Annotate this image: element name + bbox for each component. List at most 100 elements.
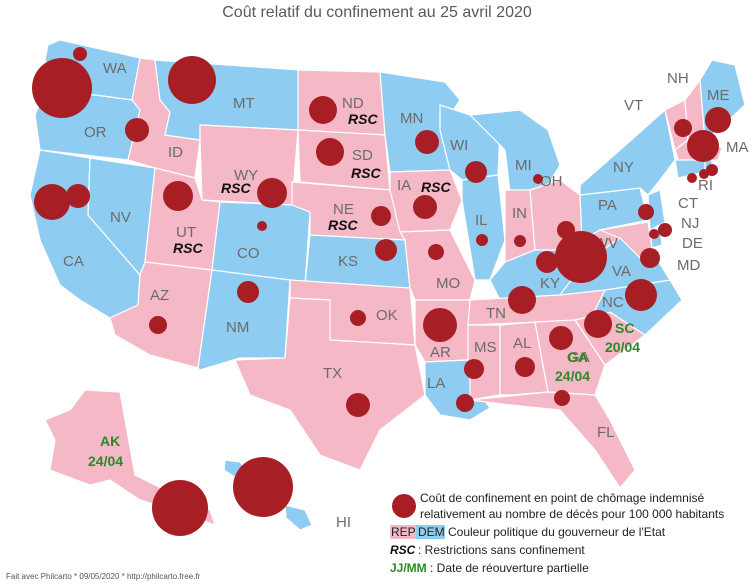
bubble-CO bbox=[237, 281, 259, 303]
bubble-CT bbox=[687, 173, 697, 183]
state-TX bbox=[234, 297, 426, 471]
label-ND: ND bbox=[342, 95, 364, 112]
bubble-TN bbox=[508, 286, 536, 314]
label-AZ: AZ bbox=[150, 287, 169, 304]
reopen-AK-date: 24/04 bbox=[88, 453, 123, 469]
bubble-AR bbox=[423, 308, 457, 342]
legend-date-text: : Date de réouverture partielle bbox=[430, 561, 589, 575]
legend-date-key: JJ/MM bbox=[390, 561, 427, 575]
bubble-WI bbox=[465, 161, 487, 183]
bubble-FL bbox=[554, 390, 570, 406]
label-OH: OH bbox=[540, 173, 563, 190]
label-IA: IA bbox=[397, 177, 411, 194]
reopen-GA-state: GA bbox=[567, 349, 588, 365]
bubble-LA bbox=[456, 394, 474, 412]
legend: Coût de confinement en point de chômage … bbox=[390, 491, 724, 575]
bubble-CA-north bbox=[34, 184, 70, 220]
bubble-ND bbox=[309, 96, 337, 124]
reopening-labels: AK 24/04 GA 24/04 SC 20/04 bbox=[88, 320, 640, 469]
legend-rsc-key: RSC bbox=[390, 543, 416, 557]
bubble-WV bbox=[555, 231, 607, 283]
bubble-OR-small bbox=[73, 47, 87, 61]
bubble-IA bbox=[413, 195, 437, 219]
label-NC: NC bbox=[602, 294, 624, 311]
bubble-KS bbox=[375, 239, 397, 261]
bubble-TX bbox=[346, 393, 370, 417]
label-KS: KS bbox=[338, 253, 358, 270]
label-NY: NY bbox=[613, 159, 634, 176]
legend-bubble bbox=[392, 494, 416, 518]
label-WI: WI bbox=[450, 137, 468, 154]
legend-rep-label: REP bbox=[391, 525, 416, 539]
label-HI: HI bbox=[336, 514, 351, 531]
rsc-UT: RSC bbox=[173, 240, 203, 256]
label-AL: AL bbox=[513, 335, 531, 352]
label-MI: MI bbox=[515, 157, 532, 174]
bubble-NC bbox=[625, 279, 657, 311]
reopen-GA-date: 24/04 bbox=[555, 368, 590, 384]
label-OR: OR bbox=[84, 124, 107, 141]
bubble-ME bbox=[705, 107, 731, 133]
rsc-WY: RSC bbox=[221, 180, 251, 196]
bubble-PA bbox=[638, 204, 654, 220]
rsc-NE: RSC bbox=[328, 217, 358, 233]
bubble-OR bbox=[125, 118, 149, 142]
label-WY: WY bbox=[234, 167, 258, 184]
label-GA: GA bbox=[568, 349, 590, 366]
credit: Fait avec Philcarto * 09/05/2020 * http:… bbox=[6, 572, 201, 581]
state-HI-big bbox=[284, 504, 313, 531]
state-labels: WA OR CA NV ID MT WY UT AZ CO NM ND SD N… bbox=[63, 60, 749, 531]
label-NH: NH bbox=[667, 70, 689, 87]
label-DE: DE bbox=[682, 235, 703, 252]
label-MT: MT bbox=[233, 95, 255, 112]
bubble-ID bbox=[163, 181, 193, 211]
label-MD: MD bbox=[677, 257, 700, 274]
label-SD: SD bbox=[352, 147, 373, 164]
label-LA: LA bbox=[427, 375, 445, 392]
bubble-MN bbox=[415, 130, 439, 154]
label-OK: OK bbox=[376, 307, 398, 324]
legend-rsc-text: : Restrictions sans confinement bbox=[418, 543, 585, 557]
label-WA: WA bbox=[103, 60, 127, 77]
label-UT: UT bbox=[176, 224, 196, 241]
legend-bubble-line1: Coût de confinement en point de chômage … bbox=[420, 491, 705, 505]
reopen-AK-state: AK bbox=[100, 433, 120, 449]
legend-rep-box bbox=[390, 525, 416, 539]
bubble-CA-2 bbox=[66, 184, 90, 208]
rsc-SD: RSC bbox=[351, 165, 381, 181]
label-NV: NV bbox=[110, 209, 131, 226]
bubble-MO bbox=[428, 244, 444, 260]
bubble-WA bbox=[32, 58, 92, 118]
label-MS: MS bbox=[474, 339, 497, 356]
state-SD bbox=[297, 129, 391, 191]
legend-party-text: Couleur politique du gouverneur de l'Eta… bbox=[448, 525, 666, 539]
reopen-SC-date: 20/04 bbox=[605, 339, 640, 355]
label-MO: MO bbox=[436, 275, 460, 292]
label-RI: RI bbox=[698, 177, 713, 194]
label-AR: AR bbox=[430, 344, 451, 361]
bubble-AZ bbox=[149, 316, 167, 334]
label-IL: IL bbox=[475, 212, 488, 229]
state-MI bbox=[469, 109, 561, 193]
label-MA: MA bbox=[726, 139, 749, 156]
state-NY bbox=[579, 109, 676, 196]
label-IN: IN bbox=[512, 205, 527, 222]
bubble-RI bbox=[699, 169, 709, 179]
bubble-MS bbox=[464, 359, 484, 379]
bubble-IN bbox=[514, 235, 526, 247]
bubbles bbox=[32, 47, 731, 536]
bubble-UT bbox=[257, 221, 267, 231]
bubble-HI bbox=[233, 457, 293, 517]
bubble-DE bbox=[649, 229, 659, 239]
bubble-OK bbox=[350, 310, 366, 326]
rsc-labels: RSC RSC RSC RSC RSC RSC bbox=[173, 111, 451, 256]
bubble-SD bbox=[316, 138, 344, 166]
label-FL: FL bbox=[597, 424, 615, 441]
legend-dem-label: DEM bbox=[418, 525, 445, 539]
reopen-SC-state: SC bbox=[615, 320, 634, 336]
label-CO: CO bbox=[237, 245, 260, 262]
state-AK bbox=[44, 389, 216, 526]
label-ME: ME bbox=[707, 87, 730, 104]
bubble-IL bbox=[476, 234, 488, 246]
bubble-NH bbox=[687, 130, 719, 162]
